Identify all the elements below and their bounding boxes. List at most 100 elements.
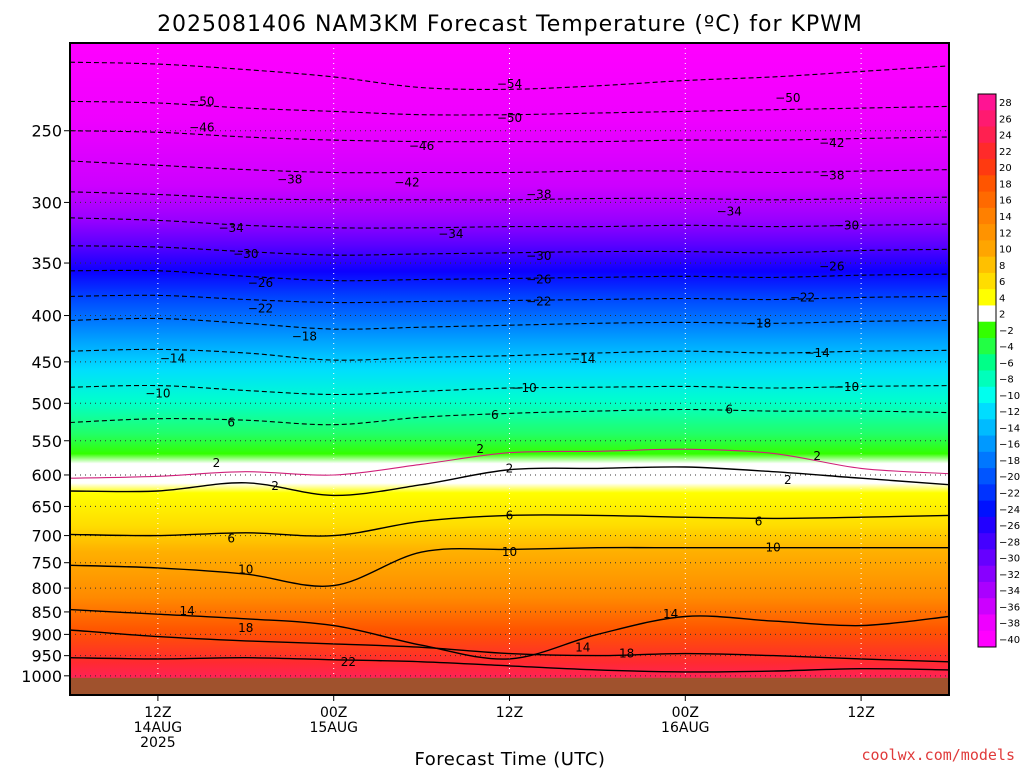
colorbar-swatch xyxy=(978,240,996,258)
contour-label: −10 xyxy=(511,381,536,395)
y-axis-ticks: 250 300 350 400 450 500 550 600 650 700 750 800 850 9… xyxy=(21,122,70,686)
colorbar-swatch xyxy=(978,516,996,534)
contour-label: −50 xyxy=(189,94,214,108)
contour-label: 10 xyxy=(502,545,517,559)
colorbar-label: 24 xyxy=(999,131,1012,142)
colorbar-label: −40 xyxy=(999,635,1020,646)
colorbar-swatch xyxy=(978,321,996,339)
isotherm-minus-38 xyxy=(70,191,949,201)
contour-label: 6 xyxy=(725,403,733,417)
colorbar-label: −8 xyxy=(999,375,1014,386)
contour-label: 14 xyxy=(180,604,195,618)
isotherm-contours xyxy=(70,61,949,673)
contour-label: 14 xyxy=(575,640,590,654)
colorbar-swatch xyxy=(978,256,996,274)
isotherm-minus-46 xyxy=(70,130,949,143)
colorbar-swatch xyxy=(978,370,996,388)
contour-label: 18 xyxy=(619,647,634,661)
colorbar-swatch xyxy=(978,500,996,518)
colorbar-label: −28 xyxy=(999,537,1020,548)
contour-label: 6 xyxy=(227,415,235,429)
isotherm-minus-50 xyxy=(70,100,949,116)
contour-label: −38 xyxy=(277,172,302,186)
y-tick-label: 750 xyxy=(31,554,62,573)
colorbar-swatch xyxy=(978,403,996,420)
contour-label: 2 xyxy=(271,479,279,493)
contour-label: −30 xyxy=(233,247,258,261)
colorbar-label: −2 xyxy=(999,326,1014,337)
credit-text[interactable]: coolwx.com/models xyxy=(861,746,1015,764)
x-tick-label: 12Z xyxy=(144,705,171,721)
contour-label: 14 xyxy=(663,607,678,621)
colorbar-swatch xyxy=(978,419,996,437)
contour-label: −42 xyxy=(819,136,844,150)
y-tick-label: 850 xyxy=(31,603,62,622)
contour-label: −30 xyxy=(526,249,551,263)
isotherm-minus-10 xyxy=(70,384,949,396)
isotherm-minus-30 xyxy=(70,245,949,256)
contour-label: 6 xyxy=(491,408,499,422)
colorbar-label: −6 xyxy=(999,358,1014,369)
y-tick-label: 600 xyxy=(31,466,62,485)
colorbar-label: −20 xyxy=(999,472,1020,483)
isotherm-2 xyxy=(70,466,949,497)
isotherm-18 xyxy=(70,629,949,663)
colorbar-swatch xyxy=(978,386,996,404)
colorbar-label: 18 xyxy=(999,179,1012,190)
colorbar-label: 2 xyxy=(999,310,1005,321)
contour-label: −42 xyxy=(394,175,419,189)
contour-label: −38 xyxy=(819,168,844,182)
isotherm-minus-26 xyxy=(70,269,949,282)
colorbar-swatch xyxy=(978,614,996,632)
contour-label: −14 xyxy=(804,346,829,360)
y-tick-label: 1000 xyxy=(21,667,62,686)
contour-label: −34 xyxy=(717,204,742,218)
colorbar-swatch xyxy=(978,272,996,290)
contour-label: −46 xyxy=(189,121,214,135)
colorbar-label: 10 xyxy=(999,245,1012,256)
colorbar-label: −24 xyxy=(999,505,1020,516)
y-tick-label: 700 xyxy=(31,527,62,546)
isotherm-10 xyxy=(70,546,949,587)
colorbar-label: −18 xyxy=(999,456,1020,467)
colorbar: 28 26 24 22 20 18 16 14 12 10 8 6 4 2 −2 −4 −6 −8 −10 −12 −1… xyxy=(977,93,1020,648)
contour-label: −26 xyxy=(248,276,273,290)
colorbar-label: 6 xyxy=(999,277,1005,288)
colorbar-swatch xyxy=(978,337,996,355)
colorbar-label: −26 xyxy=(999,521,1020,532)
x-tick-label: 16AUG xyxy=(661,720,710,736)
contour-label: −26 xyxy=(526,273,551,287)
colorbar-label: −14 xyxy=(999,423,1020,434)
y-tick-label: 950 xyxy=(31,647,62,666)
contour-label: 2 xyxy=(784,473,792,487)
contour-label: −34 xyxy=(438,227,463,241)
y-tick-label: 350 xyxy=(31,254,62,273)
contour-label: 22 xyxy=(341,655,356,669)
isotherm-6 xyxy=(70,514,949,537)
colorbar-swatch xyxy=(978,435,996,453)
colorbar-label: −4 xyxy=(999,342,1014,353)
grid-lines xyxy=(70,43,949,695)
contour-label: −30 xyxy=(834,218,859,232)
colorbar-label: −12 xyxy=(999,407,1020,418)
colorbar-swatch xyxy=(978,110,996,128)
contour-label: −22 xyxy=(526,295,551,309)
contour-labels: −50 −54 −50 −46 −50 −46 −42 −38 −42 −38 −38 −34 −34 −… xyxy=(145,77,859,669)
colorbar-swatch xyxy=(978,305,996,323)
isotherm-minus-54 xyxy=(70,61,949,90)
colorbar-label: 12 xyxy=(999,228,1012,239)
colorbar-label: 20 xyxy=(999,163,1012,174)
isotherm-minus-34 xyxy=(70,217,949,229)
colorbar-frame xyxy=(977,93,997,648)
x-tick-label: 12Z xyxy=(496,705,523,721)
contour-label: 18 xyxy=(238,621,253,635)
colorbar-label: −22 xyxy=(999,488,1020,499)
contour-label: −34 xyxy=(218,221,243,235)
colorbar-swatch xyxy=(978,533,996,550)
colorbar-label: −38 xyxy=(999,619,1020,630)
colorbar-swatch xyxy=(978,581,996,599)
contour-label: 10 xyxy=(238,562,253,576)
plot-area: −50 −54 −50 −46 −50 −46 −42 −38 −42 −38 −38 −34 −34 −… xyxy=(69,42,950,696)
